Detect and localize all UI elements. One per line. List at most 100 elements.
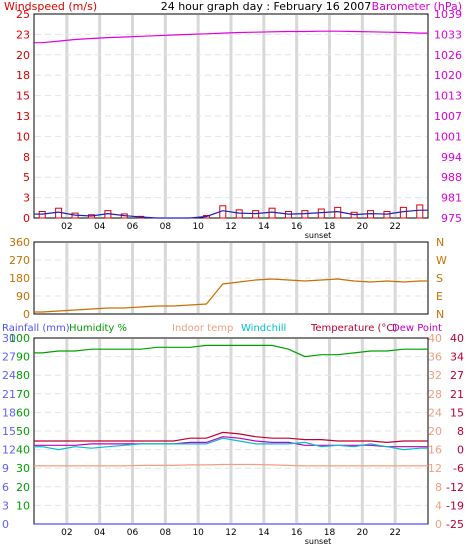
barometer-tick-label: 994 bbox=[441, 151, 462, 164]
barometer-tick-label: 1007 bbox=[434, 110, 462, 123]
windspeed-tick-label: 20 bbox=[16, 49, 30, 62]
windspeed-tick-label: 18 bbox=[16, 69, 30, 82]
windspeed-bar bbox=[253, 211, 259, 218]
temperature-tick-label: 15 bbox=[450, 406, 464, 419]
windspeed-bar bbox=[335, 207, 341, 218]
wind-barometer-panel: 0358101315182023259759819889941001100710… bbox=[16, 8, 462, 240]
x-tick-label: 02 bbox=[61, 222, 72, 232]
barometer-tick-label: 981 bbox=[441, 192, 462, 205]
temperature-tick-label: 40 bbox=[450, 332, 464, 345]
rainfall-tick-label: 0 bbox=[2, 518, 9, 531]
indoor-temp-tick-label: 20 bbox=[428, 425, 442, 438]
direction-tick-label: 0 bbox=[23, 308, 30, 321]
x-tick-label: 04 bbox=[94, 528, 106, 538]
direction-tick-label: 360 bbox=[9, 236, 30, 249]
humidity-legend: Humidity % bbox=[69, 323, 127, 334]
windspeed-bar bbox=[384, 211, 390, 218]
windspeed-tick-label: 25 bbox=[16, 8, 30, 21]
humidity-tick-label: 80 bbox=[16, 369, 30, 382]
humidity-tick-label: 70 bbox=[16, 388, 30, 401]
windspeed-bar bbox=[368, 211, 374, 218]
humidity-tick-label: 30 bbox=[16, 462, 30, 475]
windspeed-bar bbox=[56, 208, 62, 218]
temperature-tick-label: -12 bbox=[446, 481, 464, 494]
windspeed-bar bbox=[302, 211, 308, 218]
x-tick-label: 14 bbox=[258, 528, 270, 538]
windspeed-tick-label: 8 bbox=[23, 151, 30, 164]
barometer-tick-label: 1013 bbox=[434, 90, 462, 103]
temperature-tick-label: 34 bbox=[450, 351, 464, 364]
temperature-tick-label: 21 bbox=[450, 388, 464, 401]
windchill-legend: Windchill bbox=[241, 323, 286, 334]
windspeed-tick-label: 0 bbox=[23, 212, 30, 225]
barometer-tick-label: 1039 bbox=[434, 8, 462, 21]
indoor-temp-tick-label: 28 bbox=[428, 388, 442, 401]
x-tick-label: 02 bbox=[61, 528, 72, 538]
barometer-tick-label: 1001 bbox=[434, 130, 462, 143]
compass-tick-label: W bbox=[436, 254, 447, 267]
indoor-temp-tick-label: 12 bbox=[428, 462, 442, 475]
temperature-legend: Temperature (°C) bbox=[310, 323, 397, 334]
rainfall-tick-label: 15 bbox=[2, 425, 16, 438]
rainfall-legend: Rainfall (mm) bbox=[2, 323, 70, 334]
rainfall-tick-label: 6 bbox=[2, 481, 9, 494]
temperature-tick-label: -19 bbox=[446, 499, 464, 512]
windspeed-tick-label: 15 bbox=[16, 90, 30, 103]
sunset-label: sunset bbox=[305, 537, 332, 546]
humidity-tick-label: 90 bbox=[16, 351, 30, 364]
humidity-tick-label: 10 bbox=[16, 499, 30, 512]
windspeed-bar bbox=[400, 207, 406, 218]
temperature-tick-label: -6 bbox=[453, 462, 464, 475]
barometer-tick-label: 975 bbox=[441, 212, 462, 225]
direction-tick-label: 90 bbox=[16, 290, 30, 303]
compass-tick-label: E bbox=[436, 290, 443, 303]
temperature-tick-label: 8 bbox=[457, 425, 464, 438]
indoor-temp-tick-label: 16 bbox=[428, 444, 442, 457]
barometer-tick-label: 988 bbox=[441, 171, 462, 184]
x-tick-label: 22 bbox=[389, 222, 400, 232]
x-tick-label: 16 bbox=[291, 528, 303, 538]
indoor-temp-tick-label: 4 bbox=[435, 499, 442, 512]
x-tick-label: 12 bbox=[225, 222, 236, 232]
direction-tick-label: 270 bbox=[9, 254, 30, 267]
x-tick-label: 08 bbox=[160, 222, 172, 232]
temperature-tick-label: 0 bbox=[457, 444, 464, 457]
x-tick-label: 14 bbox=[258, 222, 270, 232]
indoor-temp-tick-label: 36 bbox=[428, 351, 442, 364]
x-tick-label: 12 bbox=[225, 528, 236, 538]
temperature-tick-label: 27 bbox=[450, 369, 464, 382]
compass-tick-label: N bbox=[436, 308, 444, 321]
rainfall-tick-label: 27 bbox=[2, 351, 16, 364]
compass-tick-label: N bbox=[436, 236, 444, 249]
windspeed-bar bbox=[236, 210, 242, 218]
rainfall-tick-label: 21 bbox=[2, 388, 16, 401]
rainfall-tick-label: 3 bbox=[2, 499, 9, 512]
barometer-tick-label: 1033 bbox=[434, 28, 462, 41]
rainfall-tick-label: 18 bbox=[2, 406, 16, 419]
rainfall-tick-label: 12 bbox=[2, 444, 16, 457]
x-tick-label: 06 bbox=[127, 528, 139, 538]
x-tick-label: 04 bbox=[94, 222, 106, 232]
x-tick-label: 10 bbox=[192, 222, 204, 232]
humidity-tick-label: 60 bbox=[16, 406, 30, 419]
indoor-temp-tick-label: 32 bbox=[428, 369, 442, 382]
x-tick-label: 16 bbox=[291, 222, 303, 232]
indoor-temp-tick-label: 8 bbox=[435, 481, 442, 494]
x-tick-label: 06 bbox=[127, 222, 139, 232]
chart-title: 24 hour graph day : February 16 2007 bbox=[161, 0, 372, 13]
x-tick-label: 10 bbox=[192, 528, 204, 538]
dewpoint-legend: Dew Point bbox=[392, 323, 442, 334]
x-tick-label: 20 bbox=[357, 222, 369, 232]
windspeed-tick-label: 10 bbox=[16, 130, 30, 143]
windspeed-tick-label: 23 bbox=[16, 28, 30, 41]
indoor-temp-legend: Indoor temp bbox=[172, 323, 233, 334]
compass-tick-label: S bbox=[436, 272, 443, 285]
windspeed-bar bbox=[39, 211, 45, 218]
sunset-label: sunset bbox=[305, 231, 332, 240]
windspeed-bar bbox=[269, 208, 275, 218]
rainfall-tick-label: 24 bbox=[2, 369, 16, 382]
x-tick-label: 22 bbox=[389, 528, 400, 538]
direction-tick-label: 180 bbox=[9, 272, 30, 285]
